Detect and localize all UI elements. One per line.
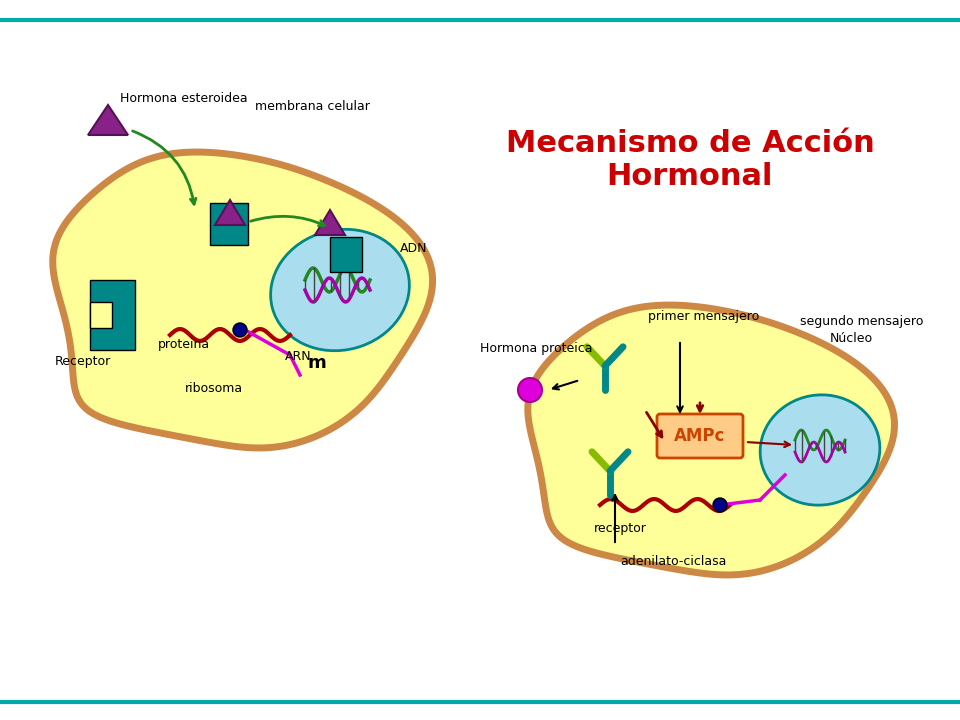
- Text: membrana celular: membrana celular: [255, 100, 370, 113]
- Text: proteina: proteina: [158, 338, 210, 351]
- Circle shape: [713, 498, 727, 512]
- Polygon shape: [53, 152, 433, 448]
- Text: Núcleo: Núcleo: [830, 332, 874, 345]
- Text: ribosoma: ribosoma: [185, 382, 243, 395]
- Bar: [210, 203, 248, 245]
- Polygon shape: [88, 105, 128, 135]
- Text: ARN: ARN: [285, 350, 312, 363]
- Text: segundo mensajero: segundo mensajero: [800, 315, 924, 328]
- Bar: [90, 280, 135, 350]
- Ellipse shape: [271, 229, 409, 351]
- Text: AMPc: AMPc: [674, 427, 726, 445]
- Circle shape: [233, 323, 247, 337]
- FancyBboxPatch shape: [657, 414, 743, 458]
- Text: Hormona proteica: Hormona proteica: [480, 342, 592, 355]
- Text: Receptor: Receptor: [55, 355, 111, 368]
- Text: m: m: [307, 354, 325, 372]
- Text: Mecanismo de Acción
Hormonal: Mecanismo de Acción Hormonal: [506, 129, 875, 192]
- Bar: [90, 302, 112, 328]
- Polygon shape: [528, 305, 895, 575]
- Bar: [330, 237, 362, 272]
- Text: Hormona esteroidea: Hormona esteroidea: [120, 92, 248, 105]
- Text: ADN: ADN: [400, 242, 427, 255]
- Text: adenilato-ciclasa: adenilato-ciclasa: [620, 555, 727, 568]
- Text: receptor: receptor: [594, 522, 647, 535]
- Circle shape: [518, 378, 542, 402]
- Polygon shape: [315, 210, 345, 235]
- Polygon shape: [215, 200, 245, 225]
- Ellipse shape: [760, 395, 880, 505]
- Text: primer mensajero: primer mensajero: [648, 310, 759, 323]
